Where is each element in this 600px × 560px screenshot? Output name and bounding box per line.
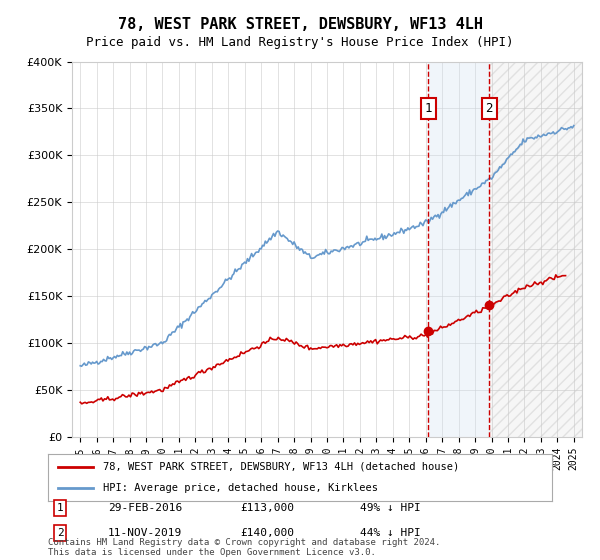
Bar: [489, 62, 582, 437]
Text: 1: 1: [56, 503, 64, 513]
Text: 78, WEST PARK STREET, DEWSBURY, WF13 4LH: 78, WEST PARK STREET, DEWSBURY, WF13 4LH: [118, 17, 482, 32]
Bar: [428, 62, 489, 437]
Text: 29-FEB-2016: 29-FEB-2016: [108, 503, 182, 513]
Text: 49% ↓ HPI: 49% ↓ HPI: [360, 503, 421, 513]
Bar: [489, 62, 582, 437]
Text: 78, WEST PARK STREET, DEWSBURY, WF13 4LH (detached house): 78, WEST PARK STREET, DEWSBURY, WF13 4LH…: [103, 462, 460, 472]
Text: 2: 2: [485, 102, 493, 115]
Text: 11-NOV-2019: 11-NOV-2019: [108, 528, 182, 538]
Text: 2: 2: [56, 528, 64, 538]
Text: 1: 1: [425, 102, 432, 115]
Text: Contains HM Land Registry data © Crown copyright and database right 2024.
This d: Contains HM Land Registry data © Crown c…: [48, 538, 440, 557]
Text: 44% ↓ HPI: 44% ↓ HPI: [360, 528, 421, 538]
Text: £113,000: £113,000: [240, 503, 294, 513]
Text: Price paid vs. HM Land Registry's House Price Index (HPI): Price paid vs. HM Land Registry's House …: [86, 36, 514, 49]
Text: £140,000: £140,000: [240, 528, 294, 538]
Text: HPI: Average price, detached house, Kirklees: HPI: Average price, detached house, Kirk…: [103, 483, 379, 493]
